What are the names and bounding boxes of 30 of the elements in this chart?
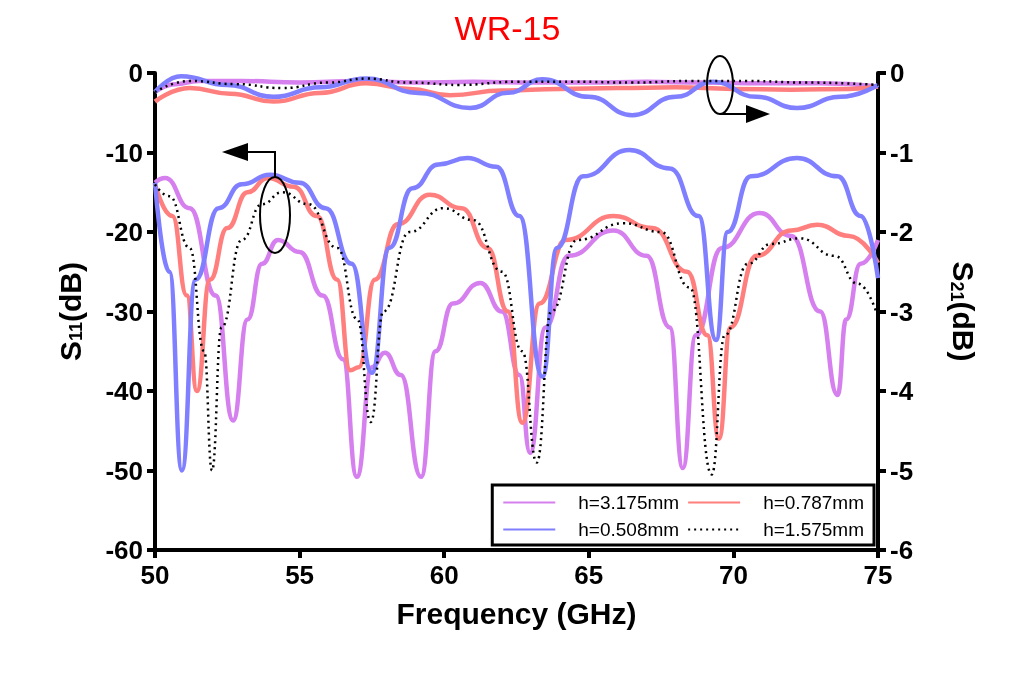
y-tick-label: -30 <box>105 296 143 327</box>
y-tick-label: -10 <box>105 137 143 168</box>
line-series <box>152 81 881 104</box>
y2-tick-label: -3 <box>890 296 914 327</box>
y2-tick-label: -4 <box>890 376 914 406</box>
legend-label: h=0.508mm <box>578 519 680 540</box>
chart-title: WR-15 <box>454 9 561 47</box>
y2-tick-label: -1 <box>890 137 914 168</box>
y2-tick-label: -6 <box>890 535 914 565</box>
x-tick-label: 60 <box>429 560 459 590</box>
x-tick-label: 50 <box>140 560 170 590</box>
legend-label: h=1.575mm <box>763 519 865 540</box>
y-tick-label: -50 <box>105 455 143 486</box>
y2-axis-title: S21(dB) <box>946 261 980 362</box>
x-tick-label: 55 <box>285 560 315 590</box>
line-series <box>152 73 881 118</box>
y-axis-title: S11(dB) <box>53 261 87 362</box>
legend-label: h=0.787mm <box>763 492 865 513</box>
y-tick-label: -40 <box>105 376 143 406</box>
x-tick-label: 70 <box>718 560 748 590</box>
y-tick-label: -20 <box>105 217 143 247</box>
y-tick-label: 0 <box>128 58 143 88</box>
x-tick-label: 75 <box>863 560 893 590</box>
legend-label: h=3.175mm <box>578 492 680 513</box>
y2-tick-label: -2 <box>890 217 914 247</box>
y2-tick-label: -5 <box>890 455 914 486</box>
x-axis-title: Frequency (GHz) <box>396 596 637 630</box>
y-tick-label: -60 <box>105 535 143 565</box>
y2-tick-label: 0 <box>890 58 905 88</box>
x-tick-label: 65 <box>574 560 604 590</box>
